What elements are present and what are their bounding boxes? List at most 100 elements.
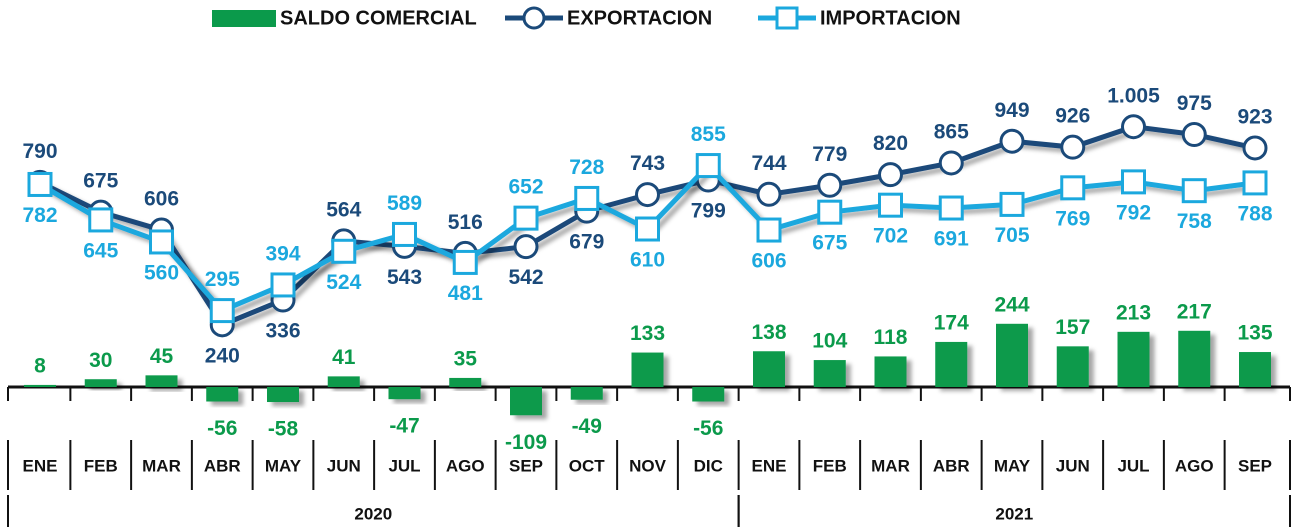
marker [513, 234, 539, 260]
data-label: 542 [508, 266, 543, 289]
data-label: 782 [22, 204, 57, 227]
data-label: 41 [332, 346, 356, 369]
data-label: 792 [1116, 201, 1151, 224]
data-label: 104 [812, 330, 847, 353]
marker [1121, 114, 1146, 140]
data-label: 135 [1237, 322, 1272, 345]
marker [635, 216, 660, 242]
data-label: 213 [1116, 301, 1151, 324]
data-label: 790 [22, 140, 57, 163]
data-label: 1.005 [1107, 84, 1160, 107]
data-label: -56 [693, 417, 723, 440]
marker [1121, 169, 1146, 195]
legend: SALDO COMERCIAL EXPORTACION IMPORTACION [212, 6, 961, 30]
legend-label: IMPORTACION [820, 7, 961, 29]
bar [1178, 330, 1211, 387]
bar [84, 379, 117, 387]
marker [635, 182, 660, 208]
marker [1181, 178, 1207, 204]
data-label: 564 [326, 198, 361, 221]
marker [817, 172, 843, 198]
marker [938, 195, 964, 221]
data-label: -58 [268, 418, 299, 441]
bar [327, 376, 360, 387]
marker [695, 153, 721, 179]
data-label: 679 [569, 231, 604, 254]
data-label: 35 [454, 347, 478, 370]
x-tick-label: AGO [446, 456, 485, 475]
marker [1060, 134, 1086, 160]
data-label: 926 [1055, 105, 1090, 128]
data-label: 645 [83, 239, 118, 262]
data-label: 705 [994, 224, 1029, 247]
data-label: 743 [630, 152, 665, 175]
x-tick-label: DIC [694, 456, 723, 475]
marker [574, 185, 600, 211]
marker [392, 221, 417, 247]
bar [631, 352, 664, 387]
marker [1060, 175, 1086, 201]
data-label: 610 [630, 249, 665, 272]
data-label: 769 [1055, 207, 1090, 230]
data-label: 8 [34, 354, 46, 377]
x-tick-label: MAY [265, 456, 302, 475]
bar [24, 384, 56, 387]
marker [88, 207, 114, 233]
marker [878, 162, 903, 188]
legend-label: EXPORTACION [567, 7, 712, 29]
data-label: 543 [387, 266, 422, 289]
data-label: 923 [1237, 105, 1272, 128]
data-label: 133 [630, 322, 665, 345]
marker [999, 128, 1025, 154]
data-label: -47 [389, 415, 419, 438]
data-label: 118 [874, 326, 908, 349]
data-label: 589 [387, 192, 422, 215]
data-label: 865 [934, 121, 969, 144]
bar [1239, 352, 1271, 387]
bar [813, 360, 846, 387]
data-label: 855 [691, 123, 726, 146]
data-label: 244 [994, 293, 1029, 316]
marker [1242, 135, 1268, 161]
marker [209, 298, 235, 324]
data-label: 799 [691, 200, 726, 223]
data-label: 606 [751, 250, 786, 273]
data-label: 788 [1237, 202, 1272, 225]
data-label: 744 [751, 152, 786, 175]
bar [449, 377, 482, 387]
bar [874, 356, 907, 387]
marker [817, 199, 843, 225]
bar [570, 387, 603, 400]
bar [206, 387, 239, 402]
data-label: 560 [144, 262, 179, 285]
data-label: 240 [205, 344, 240, 367]
x-tick-label: ENE [23, 456, 58, 475]
x-tick-label: NOV [629, 456, 667, 475]
data-label: 174 [934, 311, 969, 334]
x-tick-label: MAY [994, 456, 1031, 475]
x-tick-label: JUN [327, 456, 361, 475]
group-label: 2021 [995, 504, 1033, 523]
x-tick-label: MAR [871, 456, 910, 475]
bar [388, 387, 421, 400]
marker [1242, 170, 1268, 196]
bar [996, 323, 1028, 387]
x-tick-label: ABR [204, 456, 241, 475]
marker [938, 150, 964, 176]
marker [756, 217, 782, 243]
x-tick-label: JUL [388, 456, 420, 475]
bar [1056, 346, 1089, 387]
bar [267, 387, 299, 403]
data-label: 606 [144, 188, 179, 211]
data-label: 675 [83, 170, 118, 193]
group-label: 2020 [354, 504, 392, 523]
x-tick-label: FEB [84, 456, 118, 475]
marker [999, 191, 1025, 217]
marker [878, 192, 903, 218]
data-label: 516 [448, 211, 483, 234]
x-tick-label: ENE [752, 456, 787, 475]
data-label: 975 [1177, 92, 1212, 115]
data-label: 30 [89, 349, 112, 372]
bar [510, 387, 542, 416]
